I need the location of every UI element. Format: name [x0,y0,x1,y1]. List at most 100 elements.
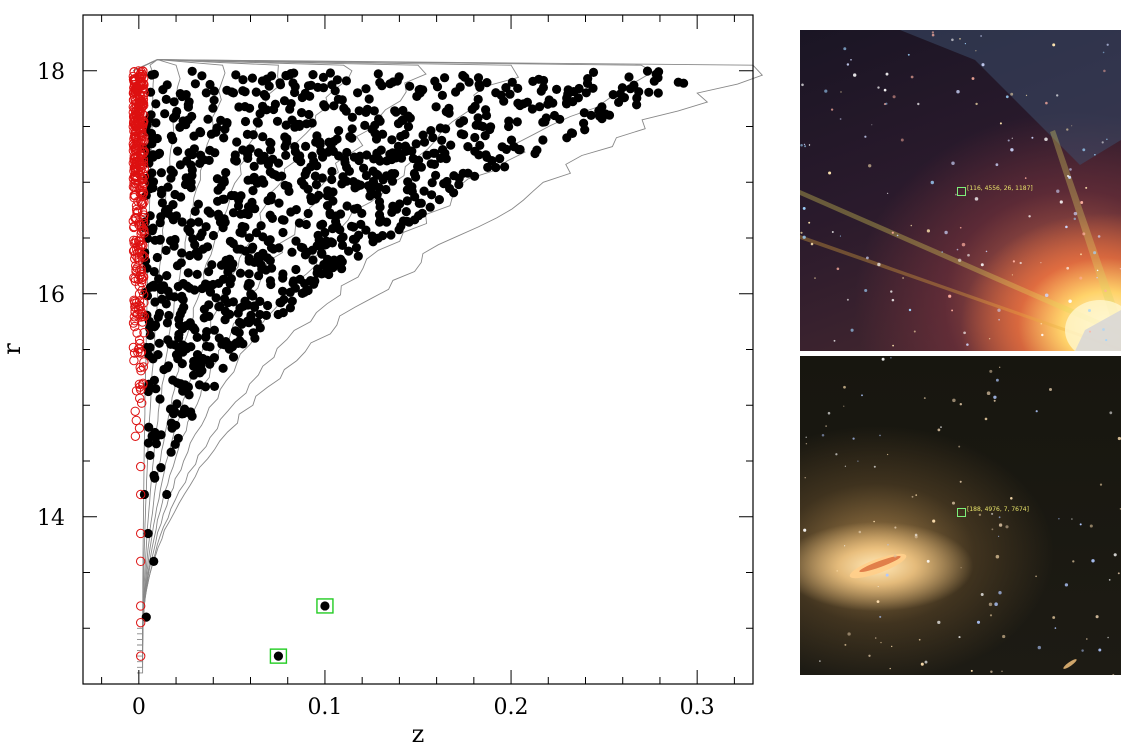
star-dot [985,250,988,253]
star-dot [1067,175,1069,177]
star-dot [1081,649,1084,652]
galaxy-point [220,294,230,304]
star-dot [900,138,904,142]
galaxy-point [481,110,492,121]
galaxy-point [258,101,268,111]
star-point [130,167,141,177]
star-point [131,213,141,223]
bright-star-glow [1065,300,1121,351]
star-dot [961,242,966,247]
galaxy-point [431,170,441,180]
galaxy-point [483,162,493,172]
x-tick-label: 0.1 [307,695,342,720]
galaxy-point [255,323,265,333]
galaxy-point [325,210,335,220]
galaxy-point [221,286,232,296]
galaxy-point [219,194,229,204]
star-dot [1112,673,1115,675]
galaxy-point [259,89,269,100]
galaxy-point [353,88,363,98]
star-dot [1107,636,1109,639]
star-dot [840,91,842,93]
star-point [135,489,146,500]
galaxy-point [679,78,689,88]
galaxy-point [144,316,154,326]
galaxy-point [166,447,176,457]
galaxy-point [199,313,209,323]
galaxy-point [192,350,203,360]
star-point [128,118,139,128]
galaxy-point [528,76,538,86]
star-dot [885,72,889,76]
galaxy-point [368,237,378,247]
galaxy-point [166,339,176,349]
galaxy-point [248,186,258,196]
galaxy-point [212,123,222,133]
galaxy-point [649,76,659,86]
galaxy-point [458,168,468,178]
star-point [137,102,148,112]
galaxy-point [244,318,254,328]
star-dot [932,519,936,523]
galaxy-point [193,199,203,209]
galaxy-point [505,89,515,99]
galaxy-point [168,200,178,210]
galaxy-point [392,204,402,214]
galaxy-point [364,94,374,104]
galaxy-point [197,71,207,81]
galaxy-point [149,267,159,277]
star-dot [804,477,806,479]
galaxy-point [412,91,422,101]
galaxy-point [411,139,421,149]
star-dot [808,144,811,146]
star-dot [1080,253,1082,256]
galaxy-point [458,116,469,126]
star-dot [993,395,997,399]
galaxy-point [158,85,168,95]
star-dot [1059,200,1063,204]
star-dot [995,554,1000,559]
galaxy-point [181,173,191,183]
star-dot [833,339,836,342]
star-dot [891,231,894,234]
star-dot [1010,497,1013,500]
star-dot [910,75,914,79]
star-dot [1001,670,1003,672]
star-dot [980,263,984,267]
star-dot [1037,645,1041,650]
galaxy-point [312,131,322,141]
star-dot [850,58,852,61]
star-dot [830,108,834,111]
star-dot [814,277,816,279]
star-dot [998,535,1000,537]
galaxy-point [289,276,299,286]
star-dot [879,615,882,618]
galaxy-point [491,88,501,98]
star-dot [1028,215,1031,218]
galaxy-point [410,215,420,225]
galaxy-point [355,151,365,161]
galaxy-point [402,196,412,206]
star-point [134,423,145,433]
star-point [135,617,146,628]
galaxy-point [278,308,288,318]
galaxy-point [156,463,166,473]
galaxy-point [233,201,244,211]
galaxy-point [471,120,481,130]
galaxy-point [238,145,248,155]
galaxy-point [188,234,198,244]
galaxy-point [278,286,288,296]
galaxy-point [331,221,341,231]
star-dot [963,331,966,335]
star-dot [1054,627,1057,629]
galaxy-point [290,142,300,152]
galaxy-point [319,100,329,110]
star-dot [998,318,1000,321]
x-tick-label: 0.2 [494,695,529,720]
galaxy-point [206,129,216,139]
star-dot [1011,274,1013,276]
star-dot [999,122,1002,125]
star-dot [810,242,814,246]
galaxy-point [278,269,288,279]
star-point [138,94,149,105]
